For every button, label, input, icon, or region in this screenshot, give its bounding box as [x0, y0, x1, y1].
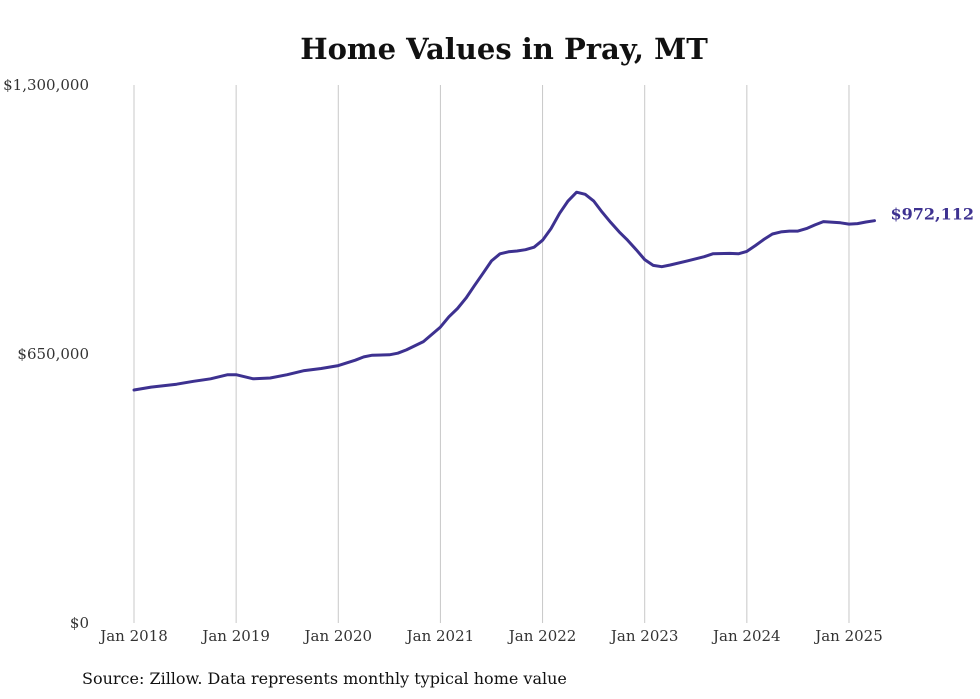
x-tick-label: Jan 2019: [200, 627, 270, 645]
chart-title: Home Values in Pray, MT: [300, 32, 708, 66]
y-tick-label: $0: [70, 614, 89, 632]
source-note: Source: Zillow. Data represents monthly …: [82, 669, 567, 688]
series-lines: [132, 190, 876, 392]
home-value-line-0: [132, 190, 876, 392]
x-tick-label: Jan 2025: [813, 627, 883, 645]
gridlines: [133, 85, 850, 623]
y-tick-label: $1,300,000: [3, 76, 89, 94]
x-tick-label: Jan 2023: [609, 627, 679, 645]
x-tick-label: Jan 2021: [405, 627, 475, 645]
x-tick-label: Jan 2024: [711, 627, 781, 645]
x-tick-label: Jan 2022: [507, 627, 577, 645]
x-axis-ticks: Jan 2018 Jan 2019 Jan 2020 Jan 2021 Jan 2022…: [98, 627, 883, 645]
x-tick-label: Jan 2018: [98, 627, 168, 645]
latest-value-label: $972,112: [891, 205, 975, 224]
x-tick-label: Jan 2020: [302, 627, 372, 645]
y-tick-label: $650,000: [17, 345, 89, 363]
y-axis-ticks: $0 $650,000 $1,300,000: [3, 76, 89, 632]
